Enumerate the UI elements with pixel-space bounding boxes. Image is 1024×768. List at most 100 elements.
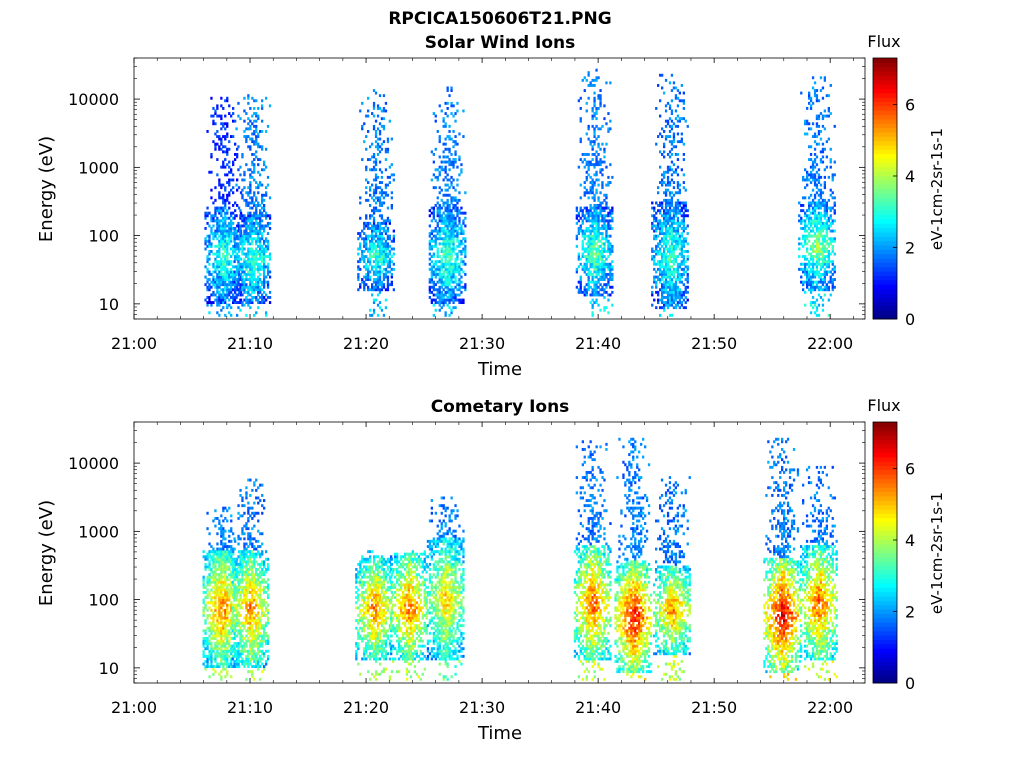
spectrogram-cell xyxy=(245,298,248,302)
spectrogram-cell xyxy=(817,244,821,248)
spectrogram-cell xyxy=(682,283,685,287)
spectrogram-cell xyxy=(392,239,395,243)
spectrogram-cell xyxy=(224,596,227,599)
spectrogram-cell xyxy=(359,283,362,287)
spectrogram-cell xyxy=(657,209,660,213)
spectrogram-cell xyxy=(226,216,229,220)
spectrogram-cell xyxy=(686,209,689,213)
spectrogram-cell xyxy=(806,247,809,251)
spectrogram-cell xyxy=(220,206,223,210)
spectrogram-cell xyxy=(220,265,223,269)
spectrogram-cell xyxy=(597,247,600,251)
spectrogram-cell xyxy=(444,285,447,289)
spectrogram-cell xyxy=(819,224,823,228)
spectrogram-cell xyxy=(670,283,674,287)
spectrogram-cell xyxy=(216,290,219,294)
spectrogram-cell xyxy=(432,262,435,266)
spectrogram-cell xyxy=(357,265,360,269)
spectrogram-cell xyxy=(386,150,390,154)
spectrogram-cell xyxy=(259,130,262,133)
colorbar-segment xyxy=(873,262,897,268)
spectrogram-cell xyxy=(601,173,604,177)
spectrogram-cell xyxy=(226,657,229,661)
spectrogram-cell xyxy=(218,145,221,149)
spectrogram-cell xyxy=(454,196,457,200)
spectrogram-cell xyxy=(237,234,241,238)
spectrogram-cell xyxy=(462,109,465,113)
spectrogram-cell xyxy=(239,308,242,312)
spectrogram-cell xyxy=(601,234,604,238)
spectrogram-cell xyxy=(684,119,687,123)
spectrogram-cell xyxy=(228,298,231,302)
spectrogram-cell xyxy=(390,191,393,195)
spectrogram-cell xyxy=(821,147,825,151)
colorbar-segment xyxy=(873,158,897,163)
spectrogram-cell xyxy=(261,211,264,215)
spectrogram-cell xyxy=(593,101,596,105)
spectrogram-cell xyxy=(609,209,612,213)
spectrogram-cell xyxy=(434,301,437,304)
spectrogram-cell xyxy=(382,247,386,251)
colorbar-segment xyxy=(873,236,897,242)
spectrogram-cell xyxy=(218,242,221,246)
spectrogram-cell xyxy=(583,285,586,289)
spectrogram-cell xyxy=(237,273,241,276)
spectrogram-cell xyxy=(374,175,378,179)
spectrogram-cell xyxy=(224,631,227,635)
spectrogram-cell xyxy=(214,298,217,302)
spectrogram-cell xyxy=(806,285,809,289)
spectrogram-cell xyxy=(680,168,683,172)
spectrogram-cell xyxy=(440,298,443,302)
spectrogram-cell xyxy=(597,265,600,269)
spectrogram-cell xyxy=(672,214,676,218)
spectrogram-cell xyxy=(829,242,832,246)
spectrogram-cell xyxy=(605,283,608,287)
spectrogram-cell xyxy=(224,201,227,205)
spectrogram-cell xyxy=(369,262,372,266)
spectrogram-cell xyxy=(591,278,594,281)
spectrogram-cell xyxy=(811,122,815,126)
spectrogram-cell xyxy=(228,311,231,315)
spectrogram-cell xyxy=(670,239,674,243)
spectrogram-cell xyxy=(249,191,252,195)
spectrogram-cell xyxy=(243,216,246,220)
spectrogram-cell xyxy=(245,216,248,220)
spectrogram-cell xyxy=(456,257,459,261)
spectrogram-cell xyxy=(591,255,594,258)
spectrogram-cell xyxy=(263,168,266,172)
spectrogram-cell xyxy=(452,219,455,223)
spectrogram-cell xyxy=(460,298,463,302)
spectrogram-cell xyxy=(609,234,612,238)
spectrogram-cell xyxy=(204,283,207,287)
spectrogram-cell xyxy=(432,303,435,307)
spectrogram-cell xyxy=(357,252,360,256)
y-axis-label: Energy (eV) xyxy=(36,136,57,242)
spectrogram-cell xyxy=(261,247,264,251)
spectrogram-cell xyxy=(378,273,382,276)
spectrogram-cell xyxy=(676,301,680,304)
spectrogram-cell xyxy=(249,283,252,287)
spectrogram-cell xyxy=(380,124,384,128)
spectrogram-cell xyxy=(434,204,437,207)
spectrogram-cell xyxy=(827,262,830,266)
spectrogram-cell xyxy=(230,239,233,243)
spectrogram-cell xyxy=(821,221,825,225)
spectrogram-cell xyxy=(454,296,457,299)
spectrogram-cell xyxy=(809,290,813,294)
spectrogram-cell xyxy=(827,285,830,289)
spectrogram-cell xyxy=(609,119,612,123)
spectrogram-cell xyxy=(374,278,378,281)
spectrogram-cell xyxy=(666,175,670,179)
spectrogram-cell xyxy=(611,285,614,289)
spectrogram-cell xyxy=(611,290,614,294)
spectrogram-cell xyxy=(663,303,666,307)
spectrogram-cell xyxy=(593,140,596,144)
spectrogram-cell xyxy=(446,298,449,302)
spectrogram-cell xyxy=(204,585,207,589)
spectrogram-cell xyxy=(204,239,207,243)
spectrogram-cell xyxy=(607,293,610,297)
spectrogram-cell xyxy=(206,221,209,225)
spectrogram-cell xyxy=(224,293,227,297)
spectrogram-cell xyxy=(386,183,390,187)
spectrogram-cell xyxy=(676,290,680,294)
